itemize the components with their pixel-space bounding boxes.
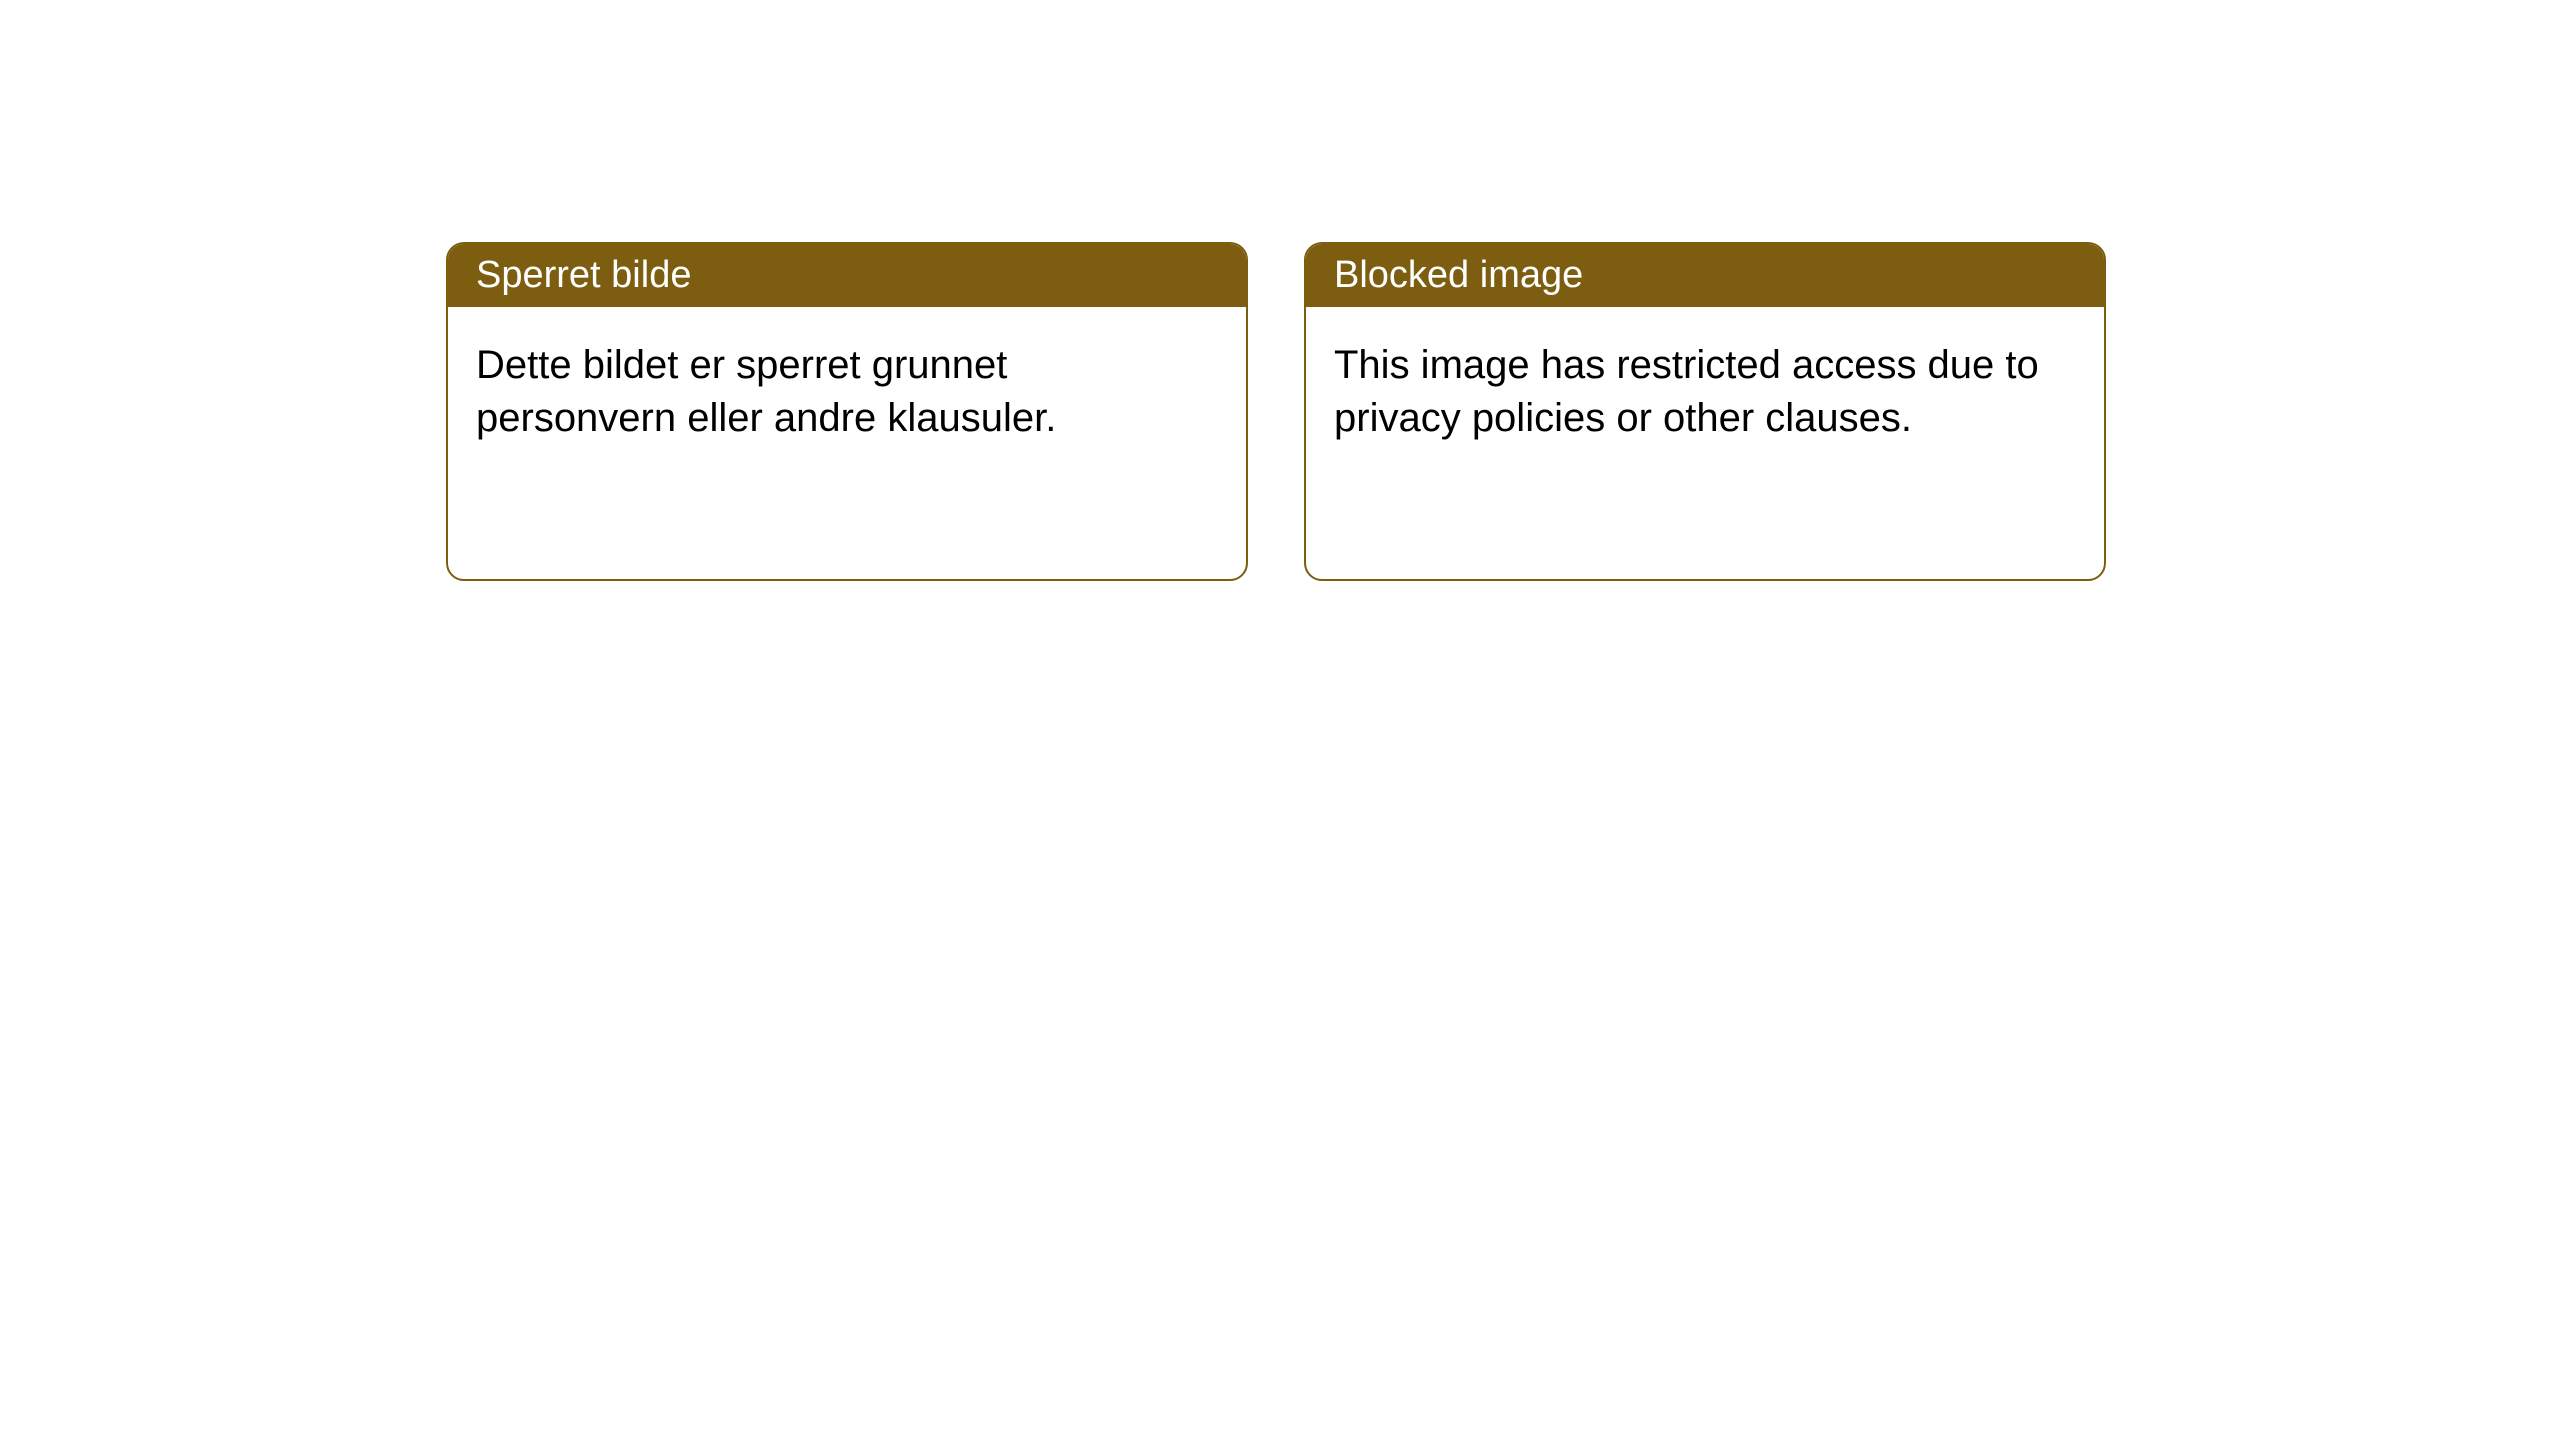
notice-container: Sperret bilde Dette bildet er sperret gr… [0,0,2560,581]
notice-card-title: Sperret bilde [476,254,691,296]
notice-card-norwegian: Sperret bilde Dette bildet er sperret gr… [446,242,1248,581]
notice-card-body: This image has restricted access due to … [1306,307,2104,579]
notice-card-header: Sperret bilde [448,244,1246,307]
notice-card-message: Dette bildet er sperret grunnet personve… [476,343,1056,440]
notice-card-english: Blocked image This image has restricted … [1304,242,2106,581]
notice-card-message: This image has restricted access due to … [1334,343,2039,440]
notice-card-header: Blocked image [1306,244,2104,307]
notice-card-body: Dette bildet er sperret grunnet personve… [448,307,1246,579]
notice-card-title: Blocked image [1334,254,1583,296]
